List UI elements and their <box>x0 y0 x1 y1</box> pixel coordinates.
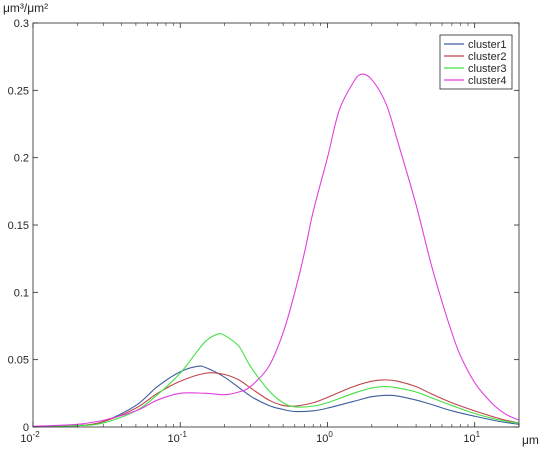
series-line-cluster2 <box>32 372 520 428</box>
series-line-cluster4 <box>32 73 520 427</box>
y-tick-label: 0.05 <box>8 355 29 367</box>
series-layer <box>32 73 520 428</box>
legend-label-cluster1: cluster1 <box>468 39 507 51</box>
series-line-cluster3 <box>32 333 520 428</box>
y-tick-label: 0.25 <box>8 85 29 97</box>
y-tick-label: 0.2 <box>14 153 29 165</box>
y-axis-unit-label: μm³/μm² <box>3 1 48 15</box>
x-axis-unit-label: μm <box>522 433 539 447</box>
y-tick-label: 0.3 <box>14 18 29 30</box>
legend-label-cluster3: cluster3 <box>468 63 507 75</box>
ticks-layer: 00.050.10.150.20.250.310-2 10-1 100 101 <box>8 18 520 445</box>
plot-area <box>33 23 519 427</box>
y-tick-label: 0.15 <box>8 220 29 232</box>
legend-label-cluster2: cluster2 <box>468 51 507 63</box>
series-line-cluster1 <box>32 365 520 428</box>
y-tick-label: 0.1 <box>14 287 29 299</box>
legend-label-cluster4: cluster4 <box>468 75 507 87</box>
y-tick-label: 0 <box>23 422 29 434</box>
